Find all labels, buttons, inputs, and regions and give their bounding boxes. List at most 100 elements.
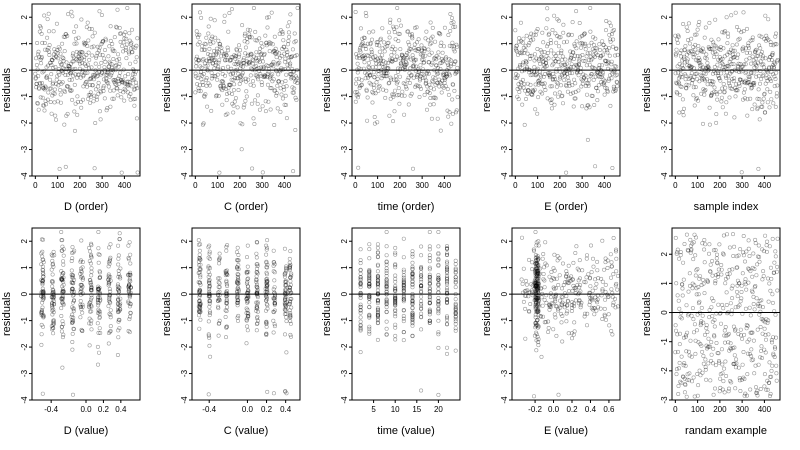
data-point bbox=[116, 52, 121, 57]
data-point bbox=[115, 352, 120, 357]
data-point bbox=[367, 65, 372, 70]
x-tick-label: 300 bbox=[735, 181, 749, 190]
data-point bbox=[715, 97, 720, 102]
data-point bbox=[443, 75, 448, 80]
data-point bbox=[691, 317, 696, 322]
data-point bbox=[245, 324, 250, 329]
data-point bbox=[610, 295, 615, 300]
data-point bbox=[677, 360, 682, 365]
data-point bbox=[373, 91, 378, 96]
data-point bbox=[391, 24, 396, 29]
data-point bbox=[415, 48, 420, 53]
data-point bbox=[104, 72, 109, 77]
data-point bbox=[113, 78, 118, 83]
data-point bbox=[106, 341, 111, 346]
data-point bbox=[559, 320, 564, 325]
data-point bbox=[398, 23, 403, 28]
data-point bbox=[704, 377, 709, 382]
data-point bbox=[531, 394, 536, 399]
data-point bbox=[76, 72, 81, 77]
data-point bbox=[427, 230, 432, 235]
data-point bbox=[53, 117, 58, 122]
data-point bbox=[38, 95, 43, 100]
data-point bbox=[683, 44, 688, 49]
data-point bbox=[37, 24, 42, 29]
data-point bbox=[380, 26, 385, 31]
data-point bbox=[204, 58, 209, 63]
data-point bbox=[359, 43, 364, 48]
data-point bbox=[49, 111, 54, 116]
data-point bbox=[103, 59, 108, 64]
data-point bbox=[120, 78, 125, 83]
data-point bbox=[55, 99, 60, 104]
data-point bbox=[284, 350, 289, 355]
data-point bbox=[245, 59, 250, 64]
data-point bbox=[254, 255, 259, 260]
data-point bbox=[530, 267, 535, 272]
data-point bbox=[266, 99, 271, 104]
data-point bbox=[740, 271, 745, 276]
data-point bbox=[356, 92, 361, 97]
data-point bbox=[390, 59, 395, 64]
data-point bbox=[741, 349, 746, 354]
data-point bbox=[41, 69, 46, 74]
data-point bbox=[62, 67, 67, 72]
plot-frame bbox=[31, 3, 141, 177]
data-point bbox=[107, 64, 112, 69]
data-point bbox=[426, 71, 431, 76]
data-point bbox=[78, 315, 83, 320]
data-point bbox=[725, 31, 730, 36]
data-point bbox=[411, 64, 416, 69]
data-point bbox=[88, 90, 93, 95]
y-tick-label: -3 bbox=[500, 145, 509, 153]
data-point bbox=[107, 61, 112, 66]
data-point bbox=[124, 56, 129, 61]
data-point bbox=[96, 80, 101, 85]
data-point bbox=[84, 79, 89, 84]
data-point bbox=[390, 44, 395, 49]
data-point bbox=[727, 245, 732, 250]
data-point bbox=[541, 271, 546, 276]
data-point bbox=[756, 166, 761, 171]
data-point bbox=[370, 65, 375, 70]
data-point bbox=[540, 256, 545, 261]
data-point bbox=[564, 319, 569, 324]
data-point bbox=[719, 99, 724, 104]
y-tick-label: -2 bbox=[340, 343, 349, 351]
data-point bbox=[685, 57, 690, 62]
data-point bbox=[739, 283, 744, 288]
data-point bbox=[411, 63, 416, 68]
data-point bbox=[258, 74, 263, 79]
data-point bbox=[228, 83, 233, 88]
data-point bbox=[223, 73, 228, 78]
data-point bbox=[596, 83, 601, 88]
data-point bbox=[378, 55, 383, 60]
y-tick-label: 2 bbox=[340, 238, 349, 243]
data-point bbox=[366, 60, 371, 65]
plot-frame bbox=[191, 3, 301, 177]
data-point bbox=[695, 27, 700, 32]
data-point bbox=[50, 82, 55, 87]
data-point bbox=[295, 76, 300, 81]
data-point bbox=[269, 10, 274, 15]
data-point bbox=[200, 58, 205, 63]
data-point bbox=[207, 343, 212, 348]
data-point bbox=[94, 74, 99, 79]
data-point bbox=[384, 319, 389, 324]
data-point bbox=[430, 34, 435, 39]
data-point bbox=[271, 391, 276, 396]
data-point bbox=[355, 95, 360, 100]
data-point bbox=[267, 41, 272, 46]
data-point bbox=[87, 26, 92, 31]
data-point bbox=[560, 295, 565, 300]
data-point bbox=[34, 81, 39, 86]
data-point bbox=[363, 76, 368, 81]
data-point bbox=[587, 50, 592, 55]
data-point bbox=[63, 164, 68, 169]
data-point bbox=[453, 348, 458, 353]
data-point bbox=[272, 34, 277, 39]
data-point bbox=[222, 51, 227, 56]
data-point bbox=[42, 13, 47, 18]
data-point bbox=[445, 108, 450, 113]
data-point bbox=[387, 80, 392, 85]
